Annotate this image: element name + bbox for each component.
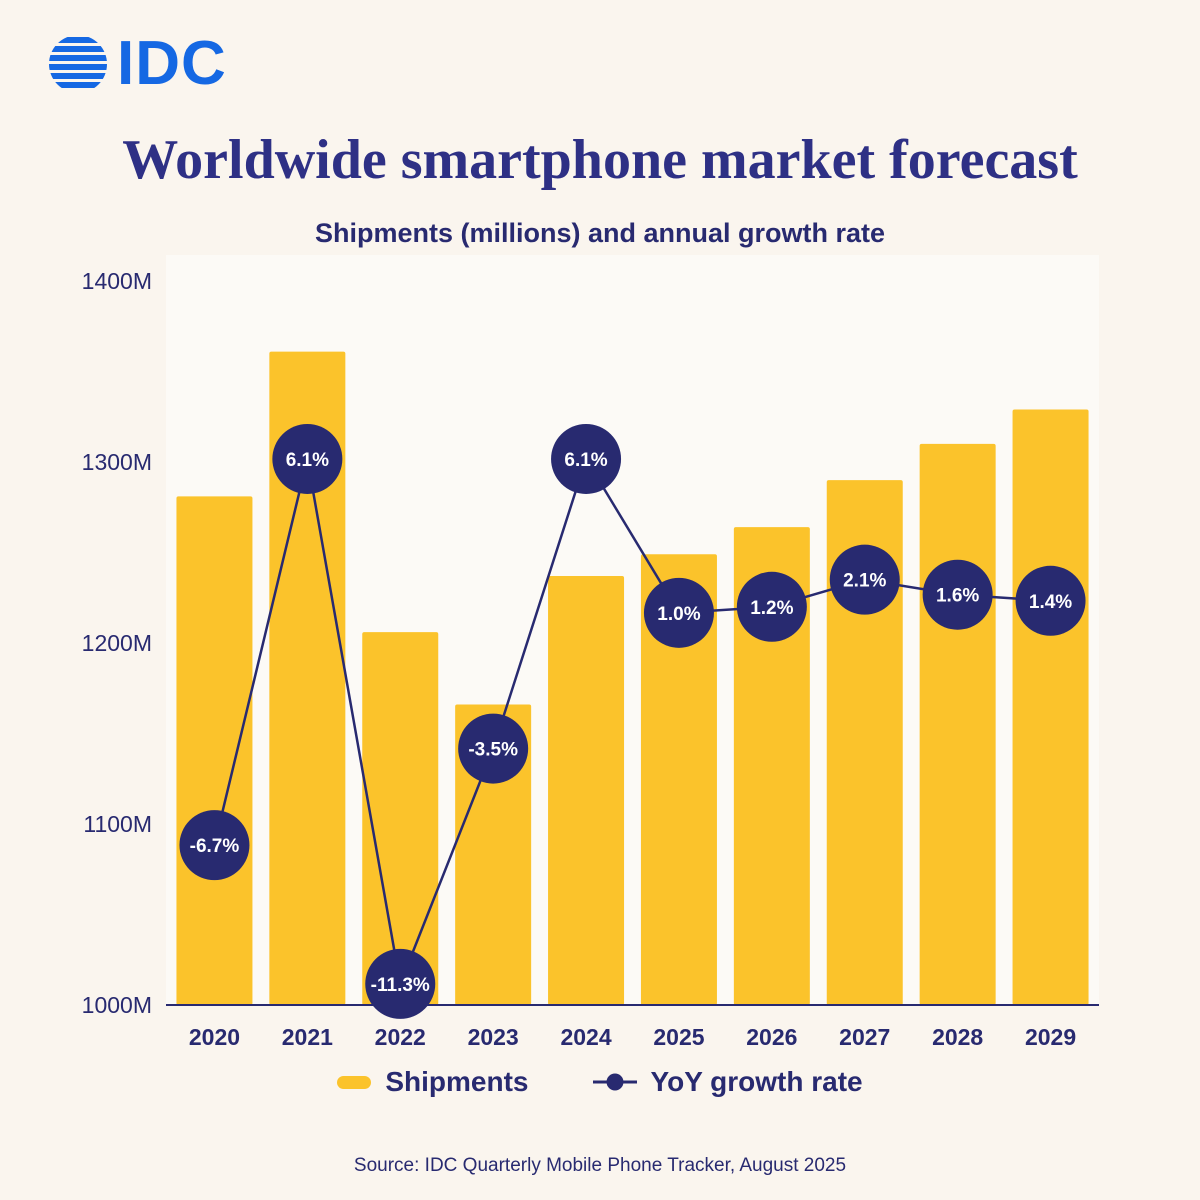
chart-title: Worldwide smartphone market forecast (122, 129, 1078, 191)
bar-2027 (826, 480, 903, 1006)
yoy-marker-2023 (458, 713, 529, 784)
yoy-marker-label-2029: 1.4% (1029, 592, 1072, 613)
x-label-2024: 2024 (560, 1024, 611, 1050)
yoy-marker-label-2023: -3.5% (468, 740, 518, 761)
y-tick-1300M: 1300M (82, 449, 152, 475)
logo-text: IDC (117, 29, 227, 98)
yoy-marker-2024 (551, 423, 622, 494)
bar-2023 (455, 704, 532, 1005)
bar-2028 (919, 443, 996, 1005)
yoy-marker-2020 (179, 810, 250, 881)
y-tick-1200M: 1200M (82, 630, 152, 656)
x-label-2020: 2020 (189, 1024, 240, 1050)
x-label-2027: 2027 (839, 1024, 890, 1050)
yoy-marker-2027 (829, 544, 900, 615)
legend-item-shipments: Shipments (337, 1066, 529, 1098)
x-label-2029: 2029 (1025, 1024, 1076, 1050)
shipments-swatch-icon (337, 1075, 372, 1089)
bar-2020 (176, 496, 253, 1005)
bar-2029 (1012, 409, 1089, 1005)
yoy-marker-label-2026: 1.2% (750, 598, 793, 619)
yoy-marker-label-2028: 1.6% (936, 586, 979, 607)
y-tick-1000M: 1000M (82, 992, 152, 1018)
bar-2022 (362, 632, 439, 1005)
x-label-2023: 2023 (468, 1024, 519, 1050)
chart-legend: Shipments YoY growth rate (0, 1066, 1200, 1098)
yoy-marker-2028 (922, 559, 993, 630)
yoy-marker-label-2024: 6.1% (564, 450, 607, 471)
x-label-2026: 2026 (746, 1024, 797, 1050)
yoy-marker-label-2022: -11.3% (371, 975, 430, 996)
bar-2026 (733, 527, 810, 1005)
yoy-marker-2025 (643, 577, 714, 648)
y-tick-1400M: 1400M (82, 268, 152, 294)
y-tick-1100M: 1100M (83, 811, 152, 837)
legend-item-yoy: YoY growth rate (592, 1066, 863, 1098)
yoy-line (213, 455, 1051, 989)
yoy-swatch-icon (592, 1073, 637, 1091)
chart-subtitle: Shipments (millions) and annual growth r… (314, 218, 886, 248)
bar-2021 (269, 351, 346, 1006)
x-label-2025: 2025 (653, 1024, 704, 1050)
x-label-2022: 2022 (375, 1024, 426, 1050)
yoy-marker-label-2020: -6.7% (190, 836, 240, 857)
chart-canvas: 1000M 1100M 1200M 1300M 1400M 2020 2021 2022 202… (82, 255, 1099, 1050)
bar-2024 (548, 576, 625, 1005)
yoy-marker-label-2025: 1.0% (657, 604, 700, 625)
x-label-2021: 2021 (282, 1024, 333, 1050)
idc-logo: IDC (46, 32, 227, 96)
yoy-marker-2026 (736, 571, 807, 642)
source-note: Source: IDC Quarterly Mobile Phone Track… (353, 1155, 847, 1176)
yoy-marker-2029 (1015, 565, 1086, 636)
legend-label-shipments: Shipments (385, 1066, 529, 1097)
idc-globe-icon (49, 37, 107, 88)
yoy-marker-2021 (272, 423, 343, 494)
yoy-marker-2022 (365, 948, 436, 1019)
yoy-marker-label-2021: 6.1% (286, 450, 329, 471)
legend-label-yoy: YoY growth rate (650, 1066, 863, 1097)
bar-2025 (640, 554, 717, 1005)
x-label-2028: 2028 (932, 1024, 983, 1050)
yoy-marker-label-2027: 2.1% (843, 571, 886, 592)
